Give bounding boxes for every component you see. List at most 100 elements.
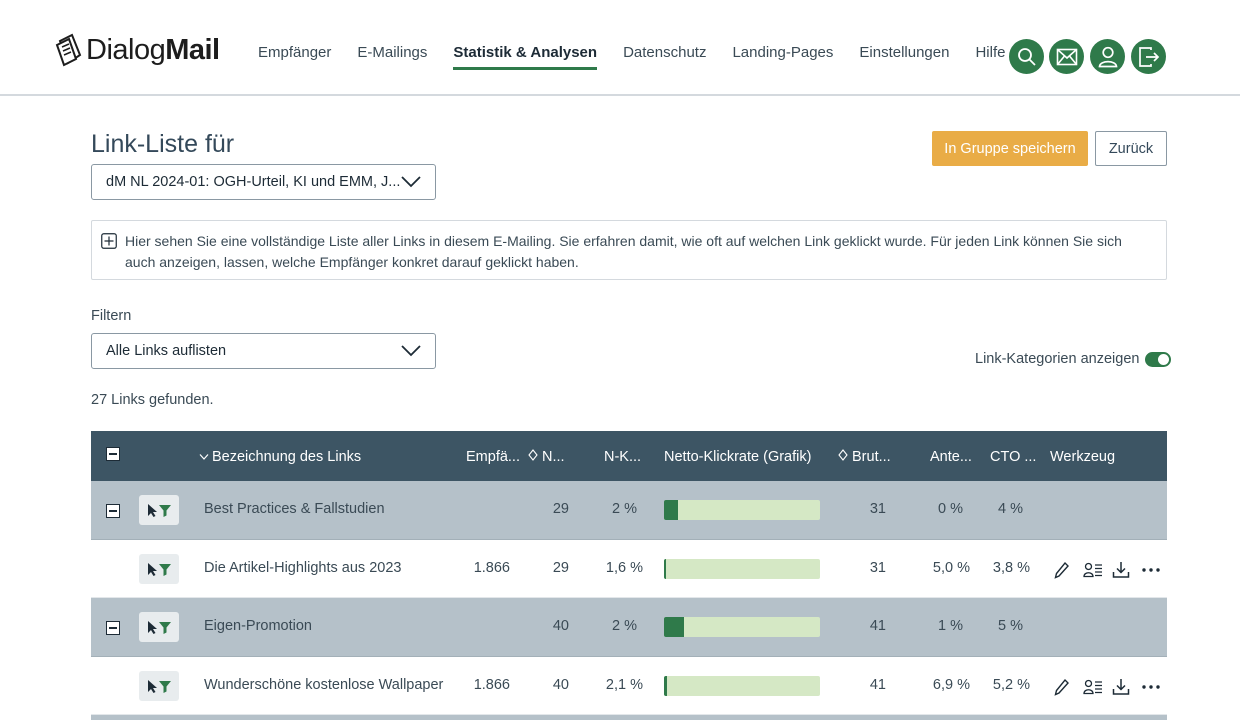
main-nav: Empfänger E-Mailings Statistik & Analyse… [258,44,1031,70]
mail-button[interactable] [1049,39,1084,74]
group-name: Eigen-Promotion [204,618,312,634]
collapse-group-checkbox[interactable] [106,621,120,635]
mailing-select[interactable]: dM NL 2024-01: OGH-Urteil, KI und EMM, J… [91,164,436,200]
table-next-group-strip [91,715,1167,720]
cto-value: 3,8 % [992,559,1030,576]
row-tools [1054,559,1170,581]
filter-clickers-button[interactable] [139,670,179,701]
dialogmail-logo[interactable]: DialogMail [54,30,220,70]
net-rate-bar [664,675,820,696]
user-icon [1098,46,1117,67]
recipients-list-button[interactable] [1083,676,1112,698]
pencil-icon [1054,678,1069,696]
cto-value: 4 % [998,501,1023,517]
group-name: Best Practices & Fallstudien [204,501,385,517]
share-value: 0 % [938,501,963,517]
net-clicks-value: 29 [552,501,569,517]
more-options-button[interactable] [1141,559,1170,581]
category-toggle-row: Link-Kategorien anzeigen [975,351,1172,367]
recipients-list-button[interactable] [1083,559,1112,581]
user-list-icon [1083,679,1102,694]
save-group-button[interactable]: In Gruppe speichern [932,131,1088,166]
net-rate-value: 2,1 % [605,676,643,693]
cto-value: 5 % [998,618,1023,634]
more-options-button[interactable] [1141,676,1170,698]
logout-icon [1138,46,1159,67]
cursor-filter-icon [148,679,171,693]
result-count: 27 Links gefunden. [91,392,214,408]
net-clicks-value: 40 [552,618,569,634]
chevron-down-icon [401,176,421,188]
collapse-group-checkbox[interactable] [106,504,120,518]
link-name: Die Artikel-Highlights aus 2023 [204,559,402,576]
filter-clickers-button[interactable] [139,495,179,525]
category-toggle[interactable] [1145,351,1172,367]
more-dots-icon [1142,684,1160,689]
nav-datenschutz[interactable]: Datenschutz [623,44,707,61]
nav-statistik-analysen[interactable]: Statistik & Analysen [453,44,598,70]
logout-button[interactable] [1131,39,1166,74]
info-text: Hier sehen Sie eine vollständige Liste a… [125,233,1122,270]
table-group-row: Eigen-Promotion 40 2 % 41 1 % 5 % [91,598,1167,657]
net-rate-bar [664,558,820,579]
sort-icon [838,449,848,461]
table-row: Die Artikel-Highlights aus 2023 1.866 29… [91,539,1170,598]
edit-button[interactable] [1054,676,1083,698]
chevron-down-icon [199,454,209,460]
toggle-label: Link-Kategorien anzeigen [975,351,1140,367]
mailing-select-value: dM NL 2024-01: OGH-Urteil, KI und EMM, J… [106,174,401,190]
nav-einstellungen[interactable]: Einstellungen [859,44,950,61]
nav-empfaenger[interactable]: Empfänger [258,44,332,61]
mail-icon [1056,48,1077,65]
net-clicks-value: 40 [552,676,569,693]
page-title: Link-Liste für [91,130,235,158]
select-all-checkbox[interactable] [106,447,120,461]
net-rate-bar-fill [664,558,666,579]
column-header-share[interactable]: Ante... [930,449,972,465]
nav-landing-pages[interactable]: Landing-Pages [732,44,834,61]
column-header-net-rate-graph[interactable]: Netto-Klickrate (Grafik) [664,449,812,465]
table-group-row: Best Practices & Fallstudien 29 2 % 31 0… [91,481,1167,540]
net-rate-bar-fill [664,675,667,696]
logo-mark-icon [55,33,82,67]
filter-clickers-button[interactable] [139,612,179,642]
top-navigation-bar: DialogMail Empfänger E-Mailings Statisti… [0,0,1240,96]
cursor-filter-icon [148,562,171,576]
row-tools [1054,676,1170,698]
filter-select[interactable]: Alle Links auflisten [91,333,436,369]
net-rate-bar-fill [664,617,684,637]
column-header-recipients[interactable]: Empfä... [466,449,520,465]
link-name: Wunderschöne kostenlose Wallpaper [204,676,444,693]
filter-label: Filtern [91,308,132,324]
download-icon [1112,678,1130,695]
nav-hilfe[interactable]: Hilfe [975,44,1006,61]
net-clicks-value: 29 [552,559,569,576]
column-header-gross-clicks[interactable]: Brut... [838,449,891,465]
search-button[interactable] [1009,39,1044,74]
table-header: Bezeichnung des Links Empfä... N... N-K.… [91,431,1167,481]
net-rate-value: 2 % [612,618,637,634]
column-header-net-clicks[interactable]: N... [528,449,565,465]
expand-plus-icon[interactable] [101,233,117,249]
net-rate-bar-fill [664,500,678,520]
gross-clicks-value: 41 [869,618,886,634]
edit-button[interactable] [1054,559,1083,581]
download-button[interactable] [1112,559,1141,581]
recipients-value: 1.866 [473,676,510,693]
logo-text: DialogMail [86,33,220,66]
download-button[interactable] [1112,676,1141,698]
column-header-net-rate[interactable]: N-K... [604,449,642,465]
sort-icon [528,449,538,461]
user-list-icon [1083,562,1102,577]
back-button[interactable]: Zurück [1095,131,1167,166]
chevron-down-icon [401,345,421,357]
column-header-cto[interactable]: CTO ... [990,449,1037,465]
column-header-name[interactable]: Bezeichnung des Links [199,449,361,465]
info-box: Hier sehen Sie eine vollständige Liste a… [91,220,1167,280]
nav-e-mailings[interactable]: E-Mailings [357,44,428,61]
account-button[interactable] [1090,39,1125,74]
cursor-filter-icon [148,504,171,517]
column-header-tools: Werkzeug [1050,449,1116,465]
download-icon [1112,561,1130,578]
filter-clickers-button[interactable] [139,553,179,584]
